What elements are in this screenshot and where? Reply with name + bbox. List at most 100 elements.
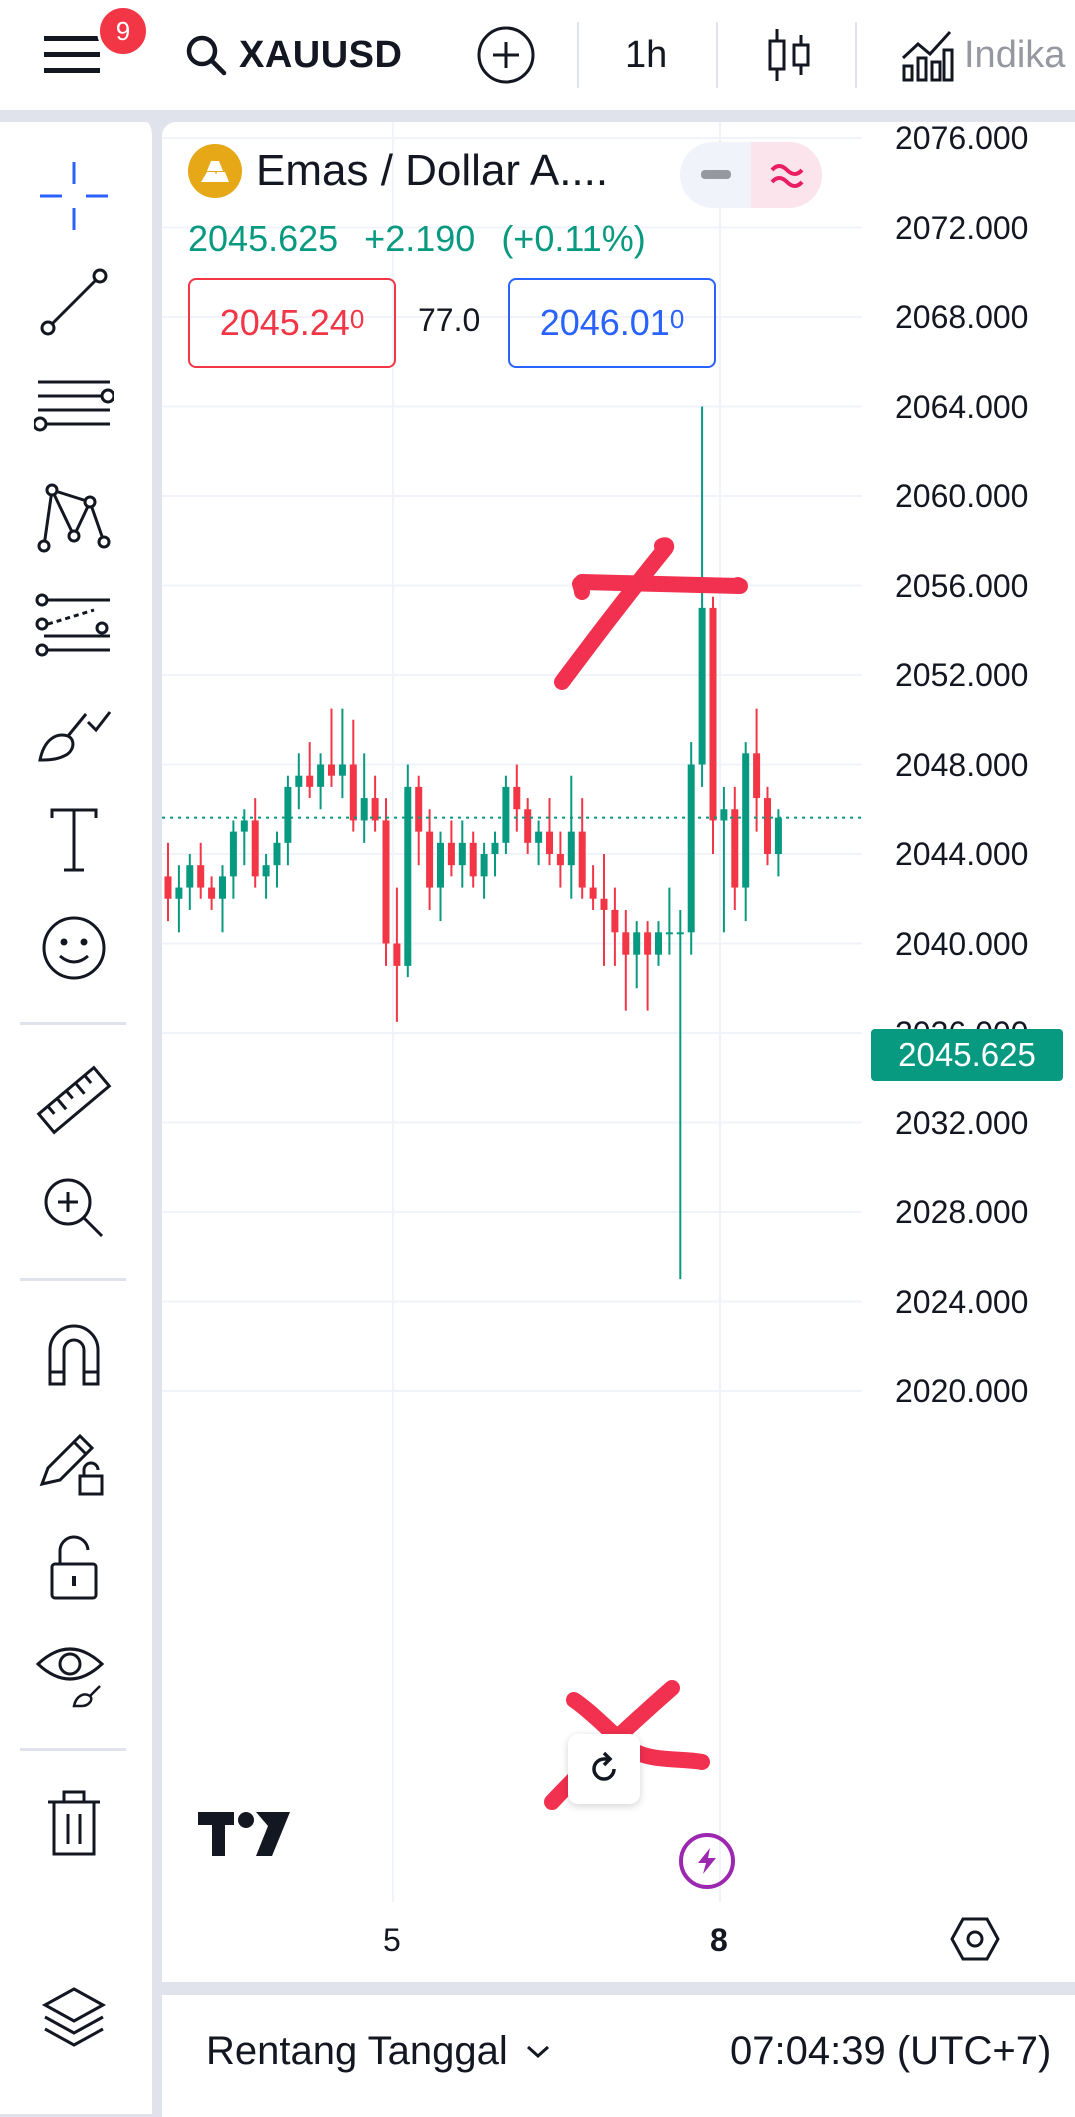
trash-icon <box>48 1790 100 1856</box>
candle-body <box>229 831 237 877</box>
candle-body <box>349 764 357 821</box>
date-range-button[interactable]: Rentang Tanggal <box>206 2029 552 2074</box>
spread-value: 77.0 <box>418 302 481 338</box>
toolbar-divider <box>855 22 857 88</box>
price-axis-label: 2028.000 <box>895 1194 1029 1230</box>
toolbar-divider <box>716 22 718 88</box>
bottom-bar: Rentang Tanggal 07:04:39 (UTC+7) <box>162 1992 1075 2117</box>
candle-body <box>219 876 226 899</box>
lock-drawing-tool[interactable] <box>28 1416 120 1508</box>
forecast-tool[interactable] <box>28 578 120 670</box>
candle-body <box>447 842 455 866</box>
price-chart[interactable] <box>162 122 1075 1982</box>
menu-button[interactable] <box>44 0 102 110</box>
brush-tool[interactable] <box>28 686 120 778</box>
candle-body <box>644 932 652 955</box>
tradingview-logo[interactable] <box>198 1812 290 1863</box>
candle-body <box>502 786 510 843</box>
text-icon <box>50 808 98 872</box>
price-axis-label: 2048.000 <box>895 746 1029 783</box>
candle-body <box>698 607 706 765</box>
price-axis-label: 2064.000 <box>895 388 1029 425</box>
candle-body <box>284 786 292 843</box>
candle-body <box>524 809 532 843</box>
fib-retracement-tool[interactable] <box>28 364 120 456</box>
remove-drawings-tool[interactable] <box>28 1778 120 1870</box>
legend-toggle[interactable] <box>680 142 822 208</box>
pattern-tool[interactable] <box>28 472 120 564</box>
timezone-clock[interactable]: 07:04:39 (UTC+7) <box>730 2029 1052 2073</box>
symbol-search-button[interactable]: XAUUSD <box>185 0 402 110</box>
candle-body <box>665 932 673 935</box>
hide-drawings-tool[interactable] <box>28 1628 120 1720</box>
crosshair-icon <box>40 162 108 230</box>
collapse-icon[interactable] <box>680 142 751 208</box>
reset-chart-button[interactable] <box>568 1734 640 1804</box>
forecast-icon <box>35 593 110 657</box>
measure-tool[interactable] <box>28 1054 120 1146</box>
zoom-in-icon <box>44 1178 104 1238</box>
trend-line-icon <box>40 268 108 336</box>
add-circle-icon <box>477 26 535 84</box>
top-toolbar: 9 XAUUSD 1h Indika <box>0 0 1075 118</box>
interval-button[interactable]: 1h <box>625 33 668 76</box>
candle-body <box>655 932 662 955</box>
brush-icon <box>38 711 112 762</box>
candle-body <box>753 753 761 799</box>
candle-body <box>317 764 325 787</box>
buy-price-button[interactable]: 2046.01 0 <box>508 278 716 368</box>
compare-add-button[interactable] <box>476 0 536 110</box>
object-tree-tool[interactable] <box>28 1972 120 2064</box>
gold-bars-icon <box>188 144 242 198</box>
price-axis-label: 2040.000 <box>895 925 1029 962</box>
trend-line-tool[interactable] <box>28 256 120 348</box>
approx-icon[interactable] <box>751 142 822 208</box>
drawing-toolbar <box>0 122 160 2114</box>
magnet-icon <box>48 1324 100 1386</box>
candle-body <box>567 831 575 866</box>
toolbar-divider <box>20 1022 126 1025</box>
time-axis-label: 5 <box>383 1922 401 1958</box>
pencil-lock-icon <box>39 1433 104 1496</box>
candle-body <box>633 932 641 955</box>
lightning-icon <box>698 1848 716 1874</box>
refresh-icon <box>592 1751 616 1781</box>
annotation-stroke-diagonal <box>554 537 674 690</box>
candle-body <box>600 898 608 910</box>
zoom-in-tool[interactable] <box>28 1162 120 1254</box>
emoji-tool[interactable] <box>28 902 120 994</box>
candle-body <box>262 865 270 877</box>
symbol-legend[interactable]: Emas / Dollar A.... <box>188 144 608 198</box>
candle-body <box>546 831 553 854</box>
price-axis-label: 2044.000 <box>895 836 1029 872</box>
sell-price-button[interactable]: 2045.24 0 <box>188 278 396 368</box>
pattern-icon <box>37 483 111 553</box>
chart-pane[interactable]: Emas / Dollar A.... 2045.625 +2.190 (+0.… <box>162 122 1075 1982</box>
lock-all-tool[interactable] <box>28 1522 120 1614</box>
candle-body <box>382 820 390 944</box>
candle-body <box>338 764 346 776</box>
lightning-button[interactable] <box>679 1833 735 1889</box>
price-axis-label: 2056.000 <box>895 567 1029 604</box>
text-tool[interactable] <box>28 794 120 886</box>
magnet-tool[interactable] <box>28 1308 120 1400</box>
indicators-button[interactable]: Indika <box>900 0 1065 110</box>
candle-body <box>273 842 281 866</box>
candle-body <box>197 865 205 888</box>
bid-price: 2045.24 <box>219 302 350 343</box>
candle-body <box>676 932 684 935</box>
smiley-icon <box>42 916 106 980</box>
candle-body <box>469 842 477 877</box>
candle-body <box>687 764 695 933</box>
layers-icon <box>41 1987 107 2047</box>
chart-type-button[interactable] <box>766 0 812 110</box>
crosshair-tool[interactable] <box>28 150 120 242</box>
price-change-pct: (+0.11%) <box>501 218 646 259</box>
current-price-tag: 2045.625 <box>871 1029 1063 1081</box>
price-axis-label: 2076.000 <box>895 122 1029 156</box>
bid-price-fraction: 0 <box>349 303 365 334</box>
horizontal-lines-icon <box>34 380 114 432</box>
chart-settings-button[interactable] <box>950 1914 1000 1969</box>
annotation-stroke-horizontal <box>574 574 748 594</box>
candle-body <box>611 909 619 933</box>
